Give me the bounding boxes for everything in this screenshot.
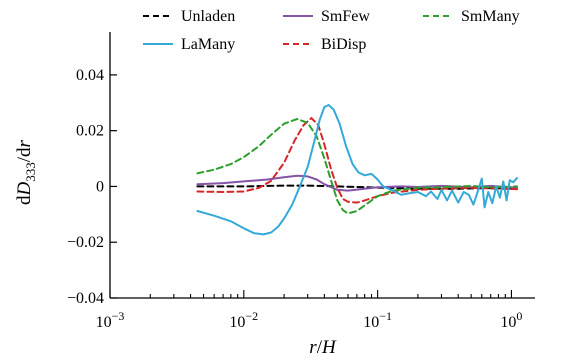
- x-tick-label-3: 100: [500, 309, 522, 331]
- y-tick-label-1: −0.02: [67, 234, 104, 251]
- ticks: −0.04 −0.02 0 0.02 0.04 10−3 10−2 10−1 100: [67, 67, 522, 331]
- series-bidisp: [196, 117, 518, 204]
- axes: [109, 32, 535, 299]
- legend-label-lamany: LaMany: [181, 36, 235, 53]
- x-axis-title: r/H: [309, 337, 337, 358]
- legend-label-smmany: SmMany: [461, 8, 520, 25]
- legend-label-bidisp: BiDisp: [321, 36, 366, 53]
- series-smmany: [196, 118, 518, 215]
- series-layer: [196, 104, 518, 236]
- series-lamany: [196, 104, 518, 236]
- y-tick-label-2: 0: [96, 178, 104, 195]
- axis-labels: r/H dD333/dr: [14, 139, 337, 358]
- y-tick-label-3: 0.02: [76, 123, 104, 140]
- legend-label-smfew: SmFew: [321, 8, 370, 25]
- legend: Unladen SmFew SmMany LaMany BiDisp: [143, 8, 520, 53]
- x-tick-label-2: 10−1: [363, 309, 392, 331]
- legend-label-unladen: Unladen: [181, 8, 235, 25]
- y-tick-label-0: −0.04: [67, 290, 104, 307]
- series-smfew: [196, 174, 518, 192]
- y-tick-label-4: 0.04: [76, 67, 104, 84]
- x-tick-label-0: 10−3: [96, 309, 125, 331]
- series-unladen: [196, 184, 518, 190]
- x-tick-label-1: 10−2: [229, 309, 258, 331]
- y-axis-title: dD333/dr: [14, 139, 38, 205]
